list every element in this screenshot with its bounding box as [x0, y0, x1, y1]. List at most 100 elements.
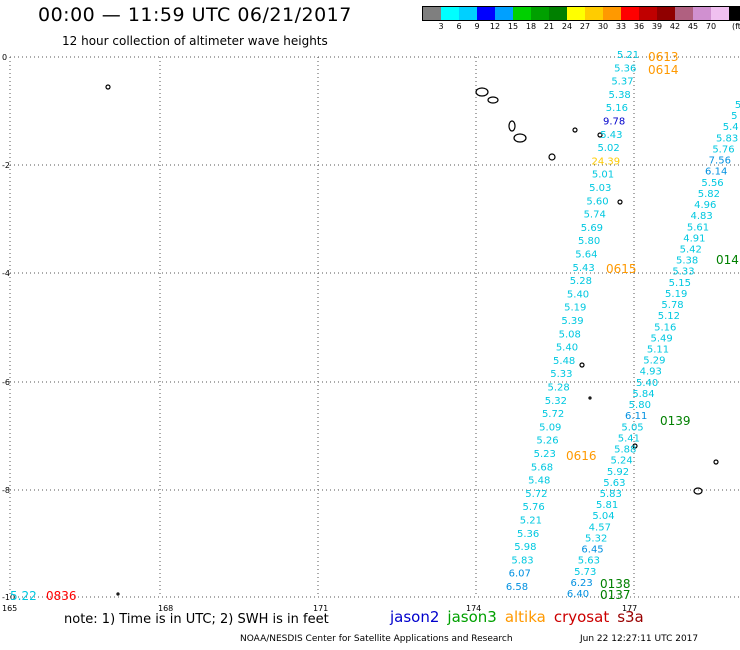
wave-height-value: 5.80 — [629, 400, 651, 411]
island-outline — [513, 133, 527, 143]
wave-height-value: 6.45 — [581, 545, 603, 556]
lat-label: 0 — [2, 53, 7, 62]
lat-label: -4 — [2, 269, 10, 278]
island-outline — [475, 87, 489, 97]
color-scale-tick: 36 — [633, 22, 645, 31]
wave-height-value: 4.96 — [694, 200, 716, 211]
map-grid — [9, 56, 740, 598]
island-outline — [617, 199, 623, 205]
altimeter-tracks: 5.21 5.36 5.37 5.38 5.16 9.78 5.43 5.02 24.39 5.0… — [506, 50, 740, 600]
wave-height-value: 5.92 — [607, 467, 629, 478]
island-outline — [487, 96, 499, 104]
wave-height-value: 5.38 — [609, 90, 631, 101]
color-scale-swatch — [585, 7, 603, 20]
lat-label: -8 — [2, 486, 10, 495]
wave-height-value: 5.32 — [545, 396, 567, 407]
wave-height-value: 5.76 — [712, 144, 734, 155]
color-scale-swatch — [603, 7, 621, 20]
wave-height-value: 4.91 — [683, 233, 705, 244]
island-outline — [508, 120, 516, 132]
color-scale-tick: 12 — [489, 22, 501, 31]
wave-height-value: 5.83 — [511, 555, 533, 566]
wave-height-value: 5.19 — [665, 289, 687, 300]
wave-height-value: 5.48 — [553, 356, 575, 367]
time-label: 0614 — [648, 63, 679, 77]
wave-height-value: 5.73 — [574, 567, 596, 578]
wave-height-value: 5.40 — [556, 343, 578, 354]
wave-height-value: 9.78 — [603, 117, 625, 128]
color-scale-swatch — [711, 7, 729, 20]
wave-height-value: 5.56 — [701, 178, 723, 189]
wave-height-value: 5.39 — [561, 316, 583, 327]
wave-height-value: 5.88 — [614, 445, 636, 456]
wave-height-value: 5.60 — [586, 196, 608, 207]
lon-label: 177 — [622, 604, 637, 613]
wave-height-value: 5.40 — [636, 378, 658, 389]
wave-height-value: 5.41 — [618, 433, 640, 444]
wave-height-value: 5.08 — [559, 329, 581, 340]
color-scale-tick: 45 — [687, 22, 699, 31]
legend-item-altika: altika — [504, 608, 546, 626]
wave-height-value: 5.42 — [680, 244, 702, 255]
wave-height-value: 5.69 — [581, 223, 603, 234]
color-scale-swatch — [675, 7, 693, 20]
lon-label: 171 — [313, 604, 328, 613]
wave-height-value: 5.33 — [672, 267, 694, 278]
wave-height-value: 6.07 — [509, 569, 531, 580]
wave-height-value: 24.39 — [591, 156, 620, 167]
islands — [105, 84, 719, 596]
wave-height-value: 5.63 — [603, 478, 625, 489]
wave-height-value: 5.98 — [514, 542, 536, 553]
wave-height-value: 5.23 — [534, 449, 556, 460]
wave-height-value: 5.01 — [592, 170, 614, 181]
color-scale-swatch — [531, 7, 549, 20]
color-scale-swatch — [495, 7, 513, 20]
color-scale-swatch — [657, 7, 675, 20]
color-scale-swatch — [567, 7, 585, 20]
color-scale-swatch — [459, 7, 477, 20]
color-scale-swatch — [693, 7, 711, 20]
island-outline — [632, 443, 638, 449]
lon-label: 174 — [466, 604, 481, 613]
wave-height-value: 5.43 — [572, 263, 594, 274]
island-outline — [713, 459, 719, 465]
lat-label: -6 — [2, 378, 10, 387]
legend-item-cryosat: cryosat — [553, 608, 610, 626]
color-scale-tick: 42 — [669, 22, 681, 31]
color-scale-tick: 3 — [438, 22, 444, 31]
wave-height-value: 5.26 — [536, 436, 558, 447]
island-outline — [105, 84, 111, 90]
wave-height-value: 5.68 — [531, 462, 553, 473]
lat-label: -2 — [2, 161, 10, 170]
time-label: 0137 — [600, 588, 631, 602]
wave-height-value: 5.37 — [611, 77, 633, 88]
satellite-legend: jason2 jason3 altika cryosat s3a — [390, 608, 652, 626]
lon-label: 168 — [158, 604, 173, 613]
wave-height-value: 5.83 — [600, 489, 622, 500]
wave-height-value: 5.24 — [611, 456, 633, 467]
color-scale-swatch — [621, 7, 639, 20]
color-scale-tick: 39 — [651, 22, 663, 31]
wave-height-value: 5.12 — [658, 311, 680, 322]
wave-height-value: 7.56 — [709, 156, 731, 167]
island-outline — [548, 153, 556, 161]
wave-height-value: 5.36 — [517, 529, 539, 540]
wave-height-value: 6.11 — [625, 411, 647, 422]
color-scale-swatch — [423, 7, 441, 20]
legend-item-s3a: s3a — [617, 608, 644, 626]
wave-height-value: 5.16 — [654, 322, 676, 333]
wave-height-value: 6.40 — [567, 589, 589, 600]
color-scale-tick: 18 — [525, 22, 537, 31]
wave-height-value: 5.84 — [632, 389, 654, 400]
color-scale-swatch — [513, 7, 531, 20]
wave-height-value: 5.33 — [550, 369, 572, 380]
legend-item-jason3: jason3 — [447, 608, 497, 626]
wave-height-value: 4.83 — [691, 211, 713, 222]
wave-height-value: 5.19 — [564, 303, 586, 314]
wave-height-value: 5.63 — [578, 556, 600, 567]
color-scale-swatch — [441, 7, 459, 20]
color-scale-swatch — [549, 7, 567, 20]
wave-height-value: 5.21 — [520, 516, 542, 527]
wave-height-value: 5.4 — [723, 122, 739, 133]
